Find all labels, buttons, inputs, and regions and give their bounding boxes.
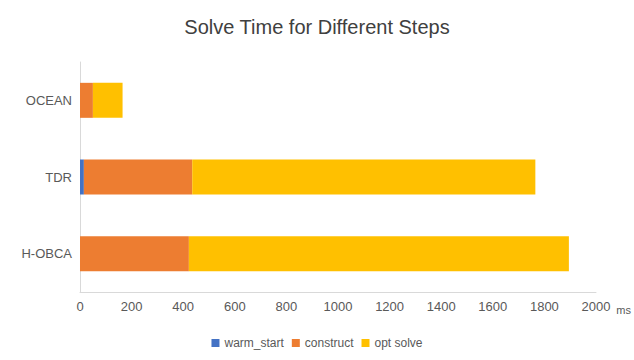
svg-text:construct: construct (305, 336, 354, 350)
svg-text:TDR: TDR (45, 170, 72, 185)
svg-text:800: 800 (276, 299, 298, 314)
svg-text:1800: 1800 (530, 299, 559, 314)
svg-text:1200: 1200 (375, 299, 404, 314)
svg-text:200: 200 (121, 299, 143, 314)
svg-text:1000: 1000 (324, 299, 353, 314)
svg-text:ms: ms (616, 304, 631, 316)
svg-text:OCEAN: OCEAN (26, 93, 72, 108)
svg-text:400: 400 (172, 299, 194, 314)
svg-text:opt solve: opt solve (375, 336, 423, 350)
svg-text:warm_start: warm_start (223, 336, 284, 350)
svg-text:1600: 1600 (478, 299, 507, 314)
svg-text:2000: 2000 (582, 299, 611, 314)
svg-text:Solve Time for Different Steps: Solve Time for Different Steps (184, 16, 449, 38)
svg-text:0: 0 (76, 299, 83, 314)
svg-text:600: 600 (224, 299, 246, 314)
svg-text:H-OBCA: H-OBCA (21, 246, 72, 261)
svg-text:1400: 1400 (427, 299, 456, 314)
